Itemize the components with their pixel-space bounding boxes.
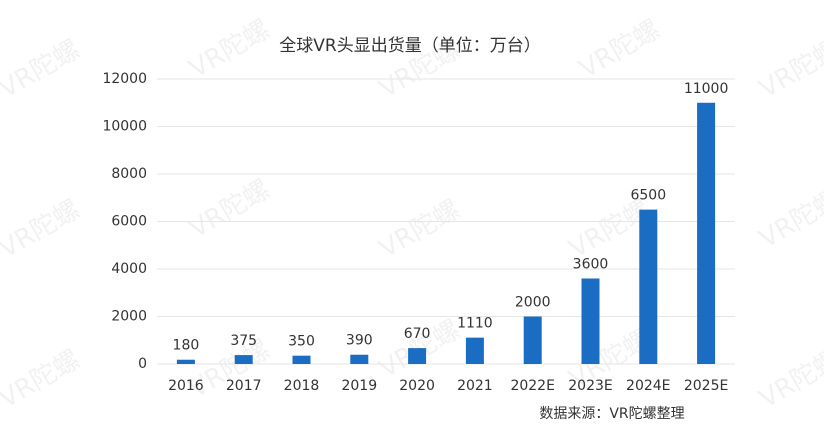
bar — [523, 316, 542, 364]
bar — [465, 337, 484, 364]
y-tick-label: 10000 — [102, 119, 147, 135]
bar — [292, 355, 311, 364]
bar — [350, 354, 369, 364]
y-tick-label: 12000 — [102, 71, 147, 87]
data-label: 375 — [230, 333, 257, 349]
watermark: VR陀螺 — [184, 175, 275, 245]
bar — [639, 209, 658, 364]
x-tick-label: 2023E — [568, 378, 612, 394]
chart-title: 全球VR头显出货量（单位：万台） — [279, 36, 540, 56]
x-tick-label: 2021 — [457, 378, 493, 394]
bar — [697, 102, 716, 364]
bar — [581, 278, 600, 364]
x-tick-label: 2024E — [626, 378, 670, 394]
y-tick-label: 0 — [138, 356, 147, 372]
bar — [176, 359, 195, 364]
y-tick-label: 6000 — [111, 214, 147, 230]
watermark: VR陀螺 — [574, 15, 665, 85]
y-tick-label: 2000 — [111, 309, 147, 325]
watermark: VR陀螺 — [184, 15, 275, 85]
x-tick-label: 2017 — [226, 378, 262, 394]
data-label: 3600 — [573, 257, 609, 273]
source-note: 数据来源：VR陀螺整理 — [539, 406, 684, 422]
bar — [408, 348, 427, 364]
x-tick-label: 2018 — [284, 378, 320, 394]
data-label: 390 — [346, 333, 373, 349]
watermark: VR陀螺 — [0, 195, 85, 265]
data-label: 11000 — [684, 81, 729, 97]
watermark: VR陀螺 — [374, 195, 465, 265]
x-tick-label: 2022E — [510, 378, 554, 394]
x-tick-label: 2025E — [684, 378, 728, 394]
y-tick-label: 4000 — [111, 261, 147, 277]
bar — [234, 355, 253, 364]
watermark: VR陀螺 — [754, 345, 824, 415]
watermark: VR陀螺 — [754, 185, 824, 255]
watermark: VR陀螺 — [0, 35, 85, 105]
x-tick-label: 2020 — [399, 378, 435, 394]
x-tick-label: 2016 — [168, 378, 204, 394]
watermark: VR陀螺 — [0, 345, 85, 415]
x-tick-label: 2019 — [341, 378, 377, 394]
watermark: VR陀螺 — [754, 35, 824, 105]
data-label: 1110 — [457, 316, 493, 332]
data-label: 670 — [404, 326, 431, 342]
data-label: 180 — [173, 338, 200, 354]
data-label: 6500 — [630, 188, 666, 204]
y-tick-label: 8000 — [111, 166, 147, 182]
data-label: 2000 — [515, 295, 551, 311]
data-label: 350 — [288, 334, 315, 350]
